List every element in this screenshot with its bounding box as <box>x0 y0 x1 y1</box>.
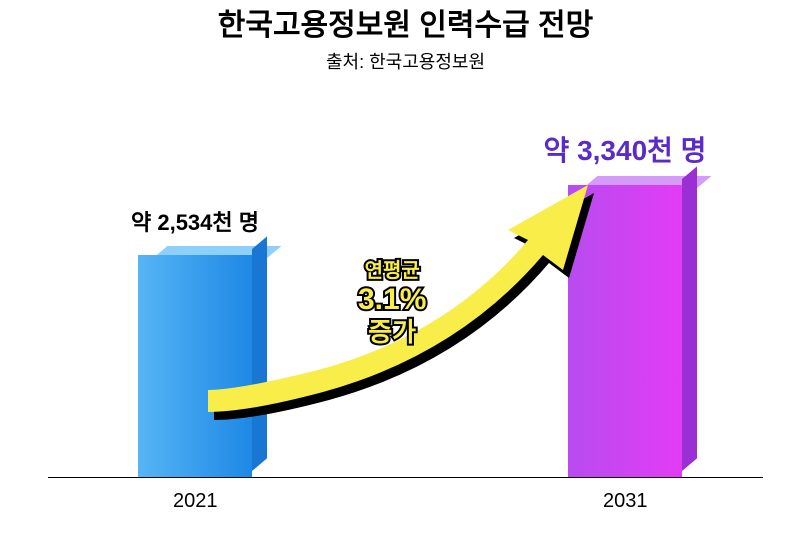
x-label-2021: 2021 <box>173 490 218 513</box>
chart-subtitle: 출처: 한국고용정보원 <box>0 48 811 74</box>
growth-line1: 연평균 <box>358 260 426 283</box>
bar-2031: 약 3,340천 명 <box>568 185 682 477</box>
chart-area: 약 2,534천 명 약 3,340천 명 연평균 3.1% 증가 <box>48 90 763 478</box>
bar-2021: 약 2,534천 명 <box>138 255 252 477</box>
chart-title: 한국고용정보원 인력수급 전망 <box>0 0 811 44</box>
bar-2021-label: 약 2,534천 명 <box>131 205 259 237</box>
bar-2031-label: 약 3,340천 명 <box>544 129 707 169</box>
growth-line3: 증가 <box>358 318 426 348</box>
growth-line2: 3.1% <box>358 283 426 318</box>
x-label-2031: 2031 <box>603 490 648 513</box>
growth-annotation: 연평균 3.1% 증가 <box>358 260 426 347</box>
